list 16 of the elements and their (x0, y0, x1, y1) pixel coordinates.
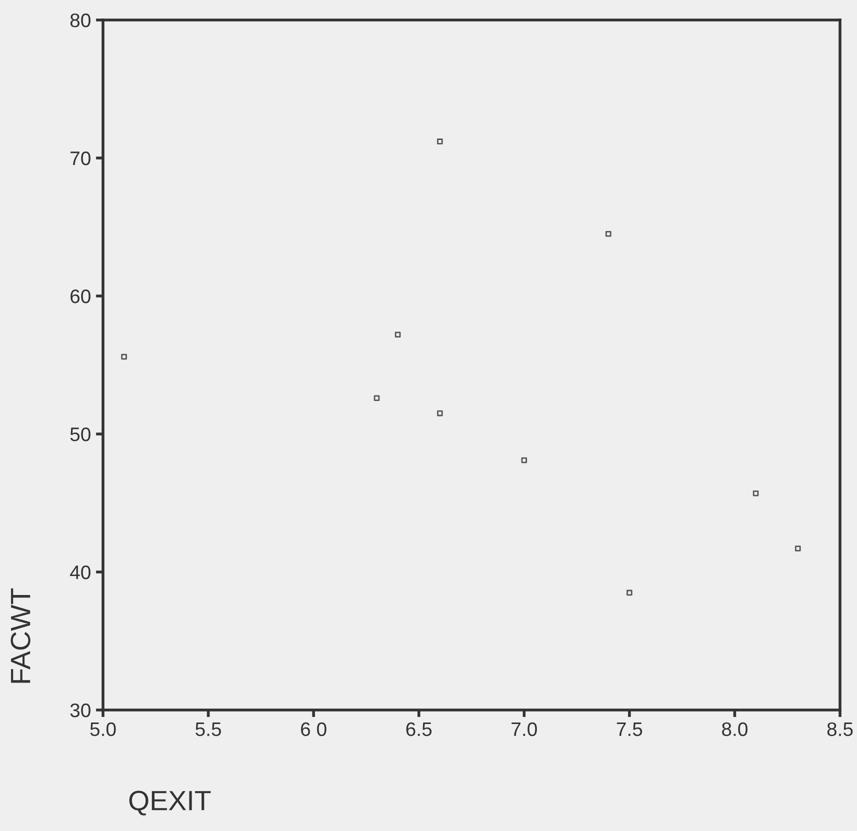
x-tick-label: 5.0 (90, 722, 116, 736)
x-axis-title: QEXIT (129, 790, 211, 816)
y-tick-label: 70 (70, 151, 90, 166)
y-axis-title: FACWT (10, 588, 30, 683)
y-tick-label: 80 (70, 13, 90, 28)
y-tick-label: 50 (70, 427, 90, 442)
x-tick-label: 8.5 (827, 722, 853, 736)
y-tick-label: 60 (70, 289, 90, 304)
x-tick-label: 6.5 (406, 722, 432, 736)
x-tick-label: 5.5 (196, 722, 221, 736)
x-tick-label: 8.0 (722, 722, 748, 736)
x-tick-label: 7.0 (512, 722, 537, 736)
x-tick-label: 6 0 (301, 722, 326, 736)
y-tick-label: 30 (70, 703, 90, 718)
x-tick-label: 7.5 (616, 722, 642, 736)
y-tick-label: 40 (70, 565, 90, 580)
